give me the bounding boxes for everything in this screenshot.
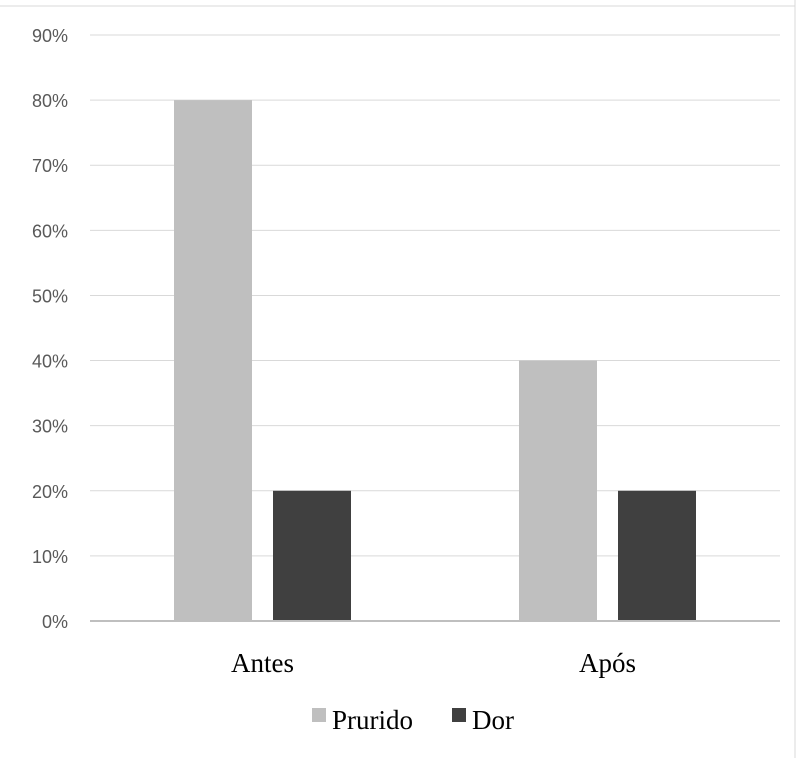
legend-label-prurido: Prurido — [332, 705, 413, 735]
y-tick-label: 10% — [32, 547, 68, 567]
y-tick-label: 30% — [32, 417, 68, 437]
bar-prurido-antes — [174, 100, 252, 622]
y-tick-label: 40% — [32, 352, 68, 372]
y-tick-label: 70% — [32, 156, 68, 176]
y-tick-label: 80% — [32, 91, 68, 111]
y-axis-tick-labels: 0% 10% 20% 30% 40% 50% 60% 70% 80% 90% — [32, 26, 68, 632]
bar-prurido-após — [519, 360, 597, 621]
y-tick-label: 20% — [32, 482, 68, 502]
bars — [174, 100, 696, 622]
y-tick-label: 90% — [32, 26, 68, 46]
y-tick-label: 50% — [32, 286, 68, 306]
y-tick-label: 0% — [42, 612, 68, 632]
category-label: Após — [579, 648, 636, 678]
legend: Prurido Dor — [312, 705, 514, 735]
legend-swatch-dor — [452, 708, 466, 722]
category-labels: Antes Após — [231, 648, 636, 678]
legend-label-dor: Dor — [472, 705, 514, 735]
y-tick-label: 60% — [32, 221, 68, 241]
category-label: Antes — [231, 648, 294, 678]
legend-swatch-prurido — [312, 708, 326, 722]
bar-dor-antes — [273, 490, 351, 621]
bar-dor-após — [618, 490, 696, 621]
